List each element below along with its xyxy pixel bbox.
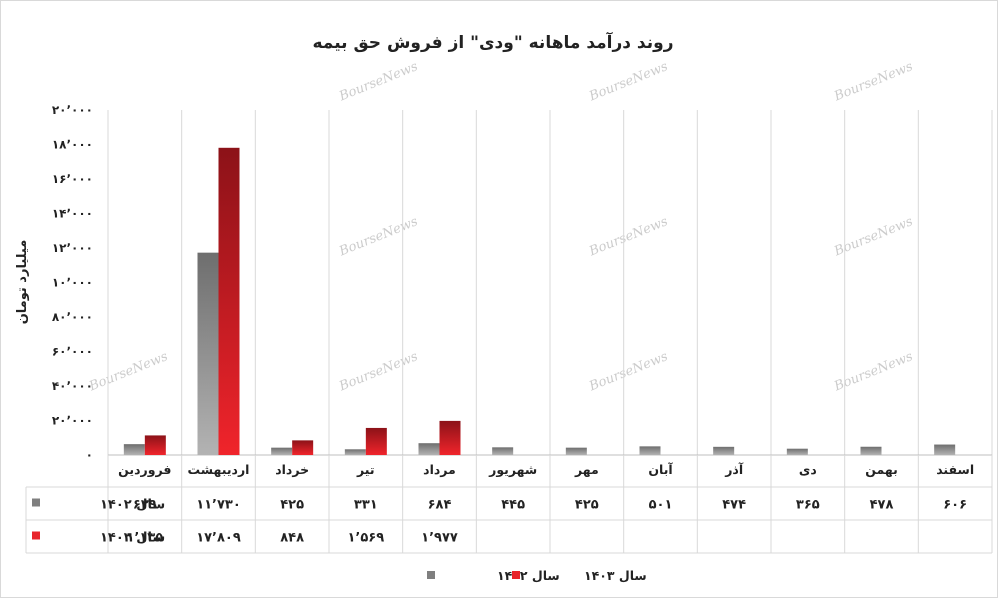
- table-legend-key: [32, 498, 40, 507]
- table-cell: ۴۷۴: [722, 498, 746, 513]
- category-label: مهر: [574, 462, 599, 477]
- table-cell: ۶۰۶: [943, 498, 967, 513]
- y-tick-label: ۱۸٬۰۰۰: [52, 138, 93, 152]
- table-cell: ۴۲۵: [280, 498, 304, 513]
- bar-1402: [786, 448, 808, 455]
- category-label: اسفند: [936, 462, 974, 477]
- chart-title: روند درآمد ماهانه "ودی" از فروش حق بیمه: [313, 31, 674, 53]
- category-labels: اسفند بهمن دی آذر آبان مهر شهریور مرداد تیر خرداد…: [118, 462, 974, 477]
- y-axis-ticks: ۰ ۲۰٬۰۰۰ ۴۰٬۰۰۰ ۶۰٬۰۰۰ ۸۰٬۰۰۰ ۱۰٬۰۰۰ ۱۲٬۰۰۰ ۱۴٬…: [52, 103, 93, 462]
- bar-1402: [197, 252, 219, 455]
- legend-key-1402: [427, 571, 435, 579]
- bar-1403: [218, 147, 240, 456]
- bar-1402: [934, 444, 956, 455]
- bar-1402: [418, 443, 440, 455]
- table-cell: ۱٬۹۷۷: [421, 531, 458, 546]
- y-tick-label: ۴۰٬۰۰۰: [52, 379, 93, 393]
- table-cell: ۴۷۸: [870, 498, 894, 513]
- y-axis-label: میلیارد تومان: [15, 240, 30, 325]
- bar-1403: [292, 440, 314, 455]
- bar-1403: [439, 420, 461, 455]
- table-cell: ۱۷٬۸۰۹: [196, 531, 241, 546]
- bar-1402: [565, 447, 587, 455]
- table-cell: ۱٬۱۳۵: [126, 531, 163, 546]
- category-label: دی: [799, 462, 817, 477]
- table-cell: ۳۶۵: [796, 498, 820, 513]
- y-tick-label: ۶۰٬۰۰۰: [52, 345, 93, 359]
- bar-1402: [271, 447, 293, 455]
- table-cell: ۱٬۵۶۹: [347, 531, 384, 546]
- table-row-header: سال ۱۴۰۲: [100, 498, 165, 513]
- bar-1402: [344, 449, 366, 455]
- y-tick-label: ۱۲٬۰۰۰: [52, 241, 93, 255]
- category-label: مرداد: [423, 462, 456, 477]
- bar-1403: [144, 435, 166, 455]
- category-label: بهمن: [865, 462, 898, 477]
- y-tick-label: ۱۴٬۰۰۰: [52, 207, 93, 221]
- category-label: تیر: [356, 462, 375, 477]
- table-cell: ۵۰۱: [649, 498, 673, 513]
- y-tick-label: ۲۰٬۰۰۰: [52, 414, 93, 428]
- bar-1403: [365, 427, 387, 455]
- category-label: آذر: [724, 462, 744, 477]
- bar-1402: [123, 444, 145, 455]
- category-label: خرداد: [275, 462, 309, 477]
- data-table: سال ۱۴۰۲ ۶۰۶ ۴۷۸ ۳۶۵ ۴۷۴ ۵۰۱ ۴۲۵ ۴۴۵ ۶۸۴ ۳۳۱ ۴۲۵ ۱۱…: [25, 455, 993, 554]
- table-legend-key: [32, 531, 40, 540]
- y-tick-label: ۱۶٬۰۰۰: [52, 172, 93, 186]
- table-cell: ۴۲۵: [575, 498, 599, 513]
- table-cell: ۳۳۱: [354, 498, 378, 513]
- category-label: شهریور: [488, 462, 537, 477]
- y-tick-label: ۱۰٬۰۰۰: [52, 276, 93, 290]
- bar-1402: [713, 446, 735, 455]
- legend: سال ۱۴۰۲ سال ۱۴۰۳: [427, 568, 647, 583]
- table-cell: ۶۸۴: [428, 498, 452, 513]
- y-tick-label: ۸۰٬۰۰۰: [52, 310, 93, 324]
- table-cell: ۱۱٬۷۳۰: [196, 498, 241, 513]
- legend-key-1403: [512, 571, 520, 579]
- bar-1402: [492, 447, 514, 455]
- y-tick-label: ۲۰٬۰۰۰: [52, 103, 93, 117]
- table-cell: ۸۴۸: [280, 531, 304, 546]
- legend-label-1402: سال ۱۴۰۲: [497, 568, 560, 583]
- bar-1402: [639, 446, 661, 455]
- legend-label-1403: سال ۱۴۰۳: [584, 568, 647, 583]
- category-label: فروردین: [118, 462, 171, 477]
- bar-1402: [860, 446, 882, 455]
- table-row-header: سال ۱۴۰۳: [100, 531, 165, 546]
- bars-layer: [123, 147, 956, 456]
- category-label: اردیبهشت: [188, 462, 250, 477]
- table-cell: ۶۲۹: [133, 498, 157, 513]
- y-tick-label: ۰: [86, 448, 93, 462]
- table-cell: ۴۴۵: [501, 498, 525, 513]
- category-label: آبان: [648, 462, 673, 477]
